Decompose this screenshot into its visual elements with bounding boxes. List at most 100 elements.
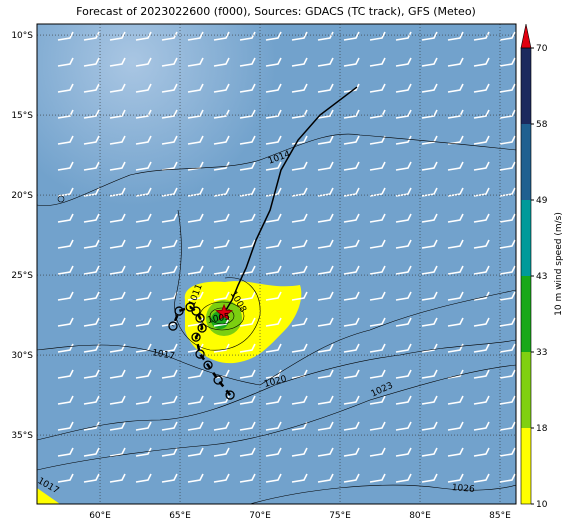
wind-barb bbox=[161, 83, 178, 93]
wind-barb bbox=[57, 369, 74, 379]
wind-barb bbox=[343, 395, 360, 405]
colorbar-band bbox=[521, 200, 531, 276]
wind-barb bbox=[161, 213, 178, 223]
wind-barb bbox=[83, 239, 100, 249]
wind-barb bbox=[291, 447, 308, 457]
wind-barb bbox=[239, 83, 256, 93]
wind-barb bbox=[369, 239, 386, 249]
isobar-lines bbox=[37, 133, 516, 504]
wind-barb bbox=[57, 239, 74, 249]
wind-barb bbox=[135, 447, 152, 457]
wind-barb bbox=[83, 473, 100, 483]
wind-barb bbox=[395, 161, 412, 171]
wind-barb bbox=[499, 421, 516, 431]
track-point bbox=[174, 306, 184, 316]
wind-barb bbox=[421, 57, 438, 67]
wind-barb bbox=[499, 57, 516, 67]
wind-barb bbox=[343, 57, 360, 67]
colorbar-tick-label: 33 bbox=[536, 348, 547, 358]
wind-barb bbox=[369, 473, 386, 483]
wind-barb bbox=[239, 395, 256, 405]
wind-barb bbox=[265, 317, 282, 327]
wind-barb bbox=[83, 213, 100, 223]
wind-barb bbox=[161, 369, 178, 379]
y-tick-label: 30°S bbox=[11, 351, 33, 361]
colorbar-band bbox=[521, 428, 531, 504]
wind-barb bbox=[239, 161, 256, 171]
wind-barb bbox=[265, 369, 282, 379]
wind-barb bbox=[135, 239, 152, 249]
track-point bbox=[203, 360, 213, 370]
wind-barb bbox=[161, 421, 178, 431]
wind-barb bbox=[291, 265, 308, 275]
wind-barb bbox=[57, 161, 74, 171]
wind-barb bbox=[57, 213, 74, 223]
x-tick-label: 65°E bbox=[169, 511, 191, 521]
wind-barb bbox=[473, 109, 490, 119]
wind-barb bbox=[83, 395, 100, 405]
wind-barb bbox=[395, 57, 412, 67]
wind-barb bbox=[83, 369, 100, 379]
wind-barb bbox=[499, 135, 516, 145]
wind-barb bbox=[265, 161, 282, 171]
wind-barb bbox=[317, 109, 334, 119]
wind-barb bbox=[57, 31, 74, 41]
wind-barb bbox=[187, 57, 204, 67]
wind-barb bbox=[343, 135, 360, 145]
colorbar-band bbox=[521, 124, 531, 200]
wind-barb bbox=[161, 265, 178, 275]
y-tick-label: 35°S bbox=[11, 431, 33, 441]
wind-barb bbox=[83, 83, 100, 93]
wind-area bbox=[184, 281, 302, 364]
wind-barb bbox=[213, 447, 230, 457]
wind-barb bbox=[447, 447, 464, 457]
wind-barb bbox=[499, 369, 516, 379]
wind-barb bbox=[343, 83, 360, 93]
colorbar-extend bbox=[520, 23, 532, 49]
wind-barb bbox=[109, 31, 126, 41]
wind-barb bbox=[421, 291, 438, 301]
wind-barb bbox=[421, 83, 438, 93]
forecast-track bbox=[223, 86, 358, 314]
wind-barb bbox=[421, 109, 438, 119]
wind-barb bbox=[343, 161, 360, 171]
wind-barb bbox=[499, 447, 516, 457]
wind-barb bbox=[239, 473, 256, 483]
wind-barb bbox=[369, 343, 386, 353]
wind-barbs bbox=[57, 31, 516, 483]
wind-barb bbox=[161, 473, 178, 483]
wind-barb bbox=[343, 187, 360, 197]
wind-barb bbox=[135, 57, 152, 67]
wind-barb bbox=[317, 213, 334, 223]
wind-barb bbox=[447, 317, 464, 327]
wind-barb bbox=[447, 109, 464, 119]
wind-barb bbox=[57, 57, 74, 67]
wind-barb bbox=[135, 473, 152, 483]
wind-barb bbox=[421, 239, 438, 249]
wind-barb bbox=[291, 161, 308, 171]
wind-barb bbox=[447, 395, 464, 405]
wind-barb bbox=[317, 317, 334, 327]
wind-barb bbox=[265, 31, 282, 41]
wind-barb bbox=[317, 83, 334, 93]
wind-barb bbox=[109, 265, 126, 275]
wind-barb bbox=[239, 291, 256, 301]
wind-barb bbox=[187, 83, 204, 93]
wind-barb bbox=[213, 109, 230, 119]
wind-barb bbox=[499, 291, 516, 301]
colorbar-tick-label: 18 bbox=[536, 424, 548, 434]
wind-barb bbox=[421, 343, 438, 353]
wind-barb bbox=[421, 421, 438, 431]
wind-barb bbox=[213, 317, 230, 327]
colorbar-tick-label: 70 bbox=[536, 44, 548, 54]
wind-barb bbox=[343, 473, 360, 483]
wind-barb bbox=[447, 57, 464, 67]
x-tick-label: 75°E bbox=[329, 511, 351, 521]
track-point bbox=[168, 321, 178, 331]
wind-barb bbox=[291, 83, 308, 93]
colorbar-band bbox=[521, 352, 531, 428]
wind-barb bbox=[161, 135, 178, 145]
wind-barb bbox=[317, 473, 334, 483]
wind-barb bbox=[291, 213, 308, 223]
wind-barb bbox=[291, 343, 308, 353]
